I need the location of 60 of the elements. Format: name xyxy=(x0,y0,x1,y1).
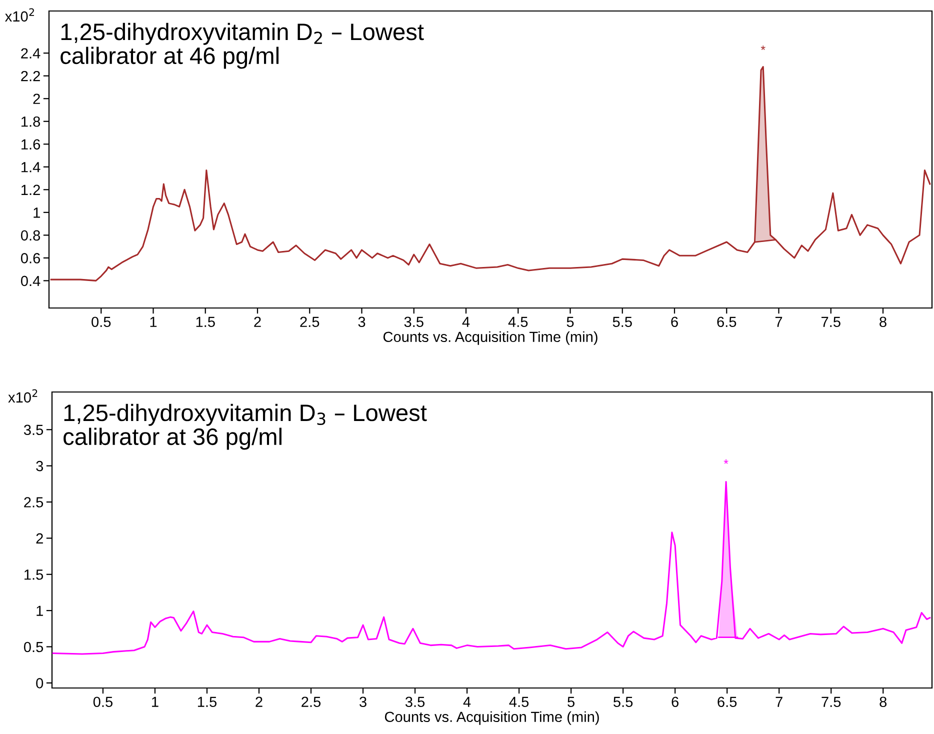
y-tick-label: 2 xyxy=(36,533,43,544)
x-tick-label: 6.5 xyxy=(718,696,737,708)
x-axis-title: Counts vs. Acquisition Time (min) xyxy=(383,331,598,345)
x-tick-label: 4.5 xyxy=(509,696,529,708)
chart-title: 1,25-dihydroxyvitamin D$_{2}$ – Lowest calibrator at 46 pg/ml xyxy=(60,22,424,69)
x-tick-label: 6.5 xyxy=(717,316,736,328)
annotation: * xyxy=(760,46,766,50)
x-tick-label: 7.5 xyxy=(821,316,840,328)
y-tick-label: 2.4 xyxy=(21,48,40,58)
x-tick-label: 3 xyxy=(358,316,366,328)
y-tick-label: 2.5 xyxy=(24,497,44,508)
annotation: * xyxy=(724,459,728,464)
x-tick-label: 5.5 xyxy=(612,316,632,328)
x-tick-label: 3.5 xyxy=(405,696,425,708)
y-tick-label: 0.5 xyxy=(24,642,44,652)
x-tick-label: 0.5 xyxy=(93,696,112,708)
y-tick-label: 0.4 xyxy=(20,276,40,286)
y-tick-label: 1.6 xyxy=(22,139,40,150)
y-tick-label: 2.2 xyxy=(21,70,40,82)
x-tick-label: 1 xyxy=(150,316,157,327)
x-tick-label: 2.5 xyxy=(300,316,320,328)
x-tick-label: 8 xyxy=(880,316,886,328)
text: x10$^{2}$ xyxy=(8,389,38,403)
x-tick-label: 2 xyxy=(254,316,261,327)
x-tick-label: 3.5 xyxy=(404,316,424,328)
x-tick-label: 5 xyxy=(568,696,574,708)
x-tick-label: 7 xyxy=(775,316,782,327)
x-tick-label: 1.5 xyxy=(196,316,215,328)
x-tick-label: 6 xyxy=(671,316,678,328)
x-tick-label: 0.5 xyxy=(92,316,111,328)
y-tick-label: 0.8 xyxy=(20,230,40,241)
x-tick-label: 2 xyxy=(256,696,262,707)
x-tick-label: 2.5 xyxy=(302,696,321,708)
y-tick-label: 2 xyxy=(33,94,40,104)
text: x10$^{2}$ xyxy=(5,8,34,22)
x-tick-label: 4.5 xyxy=(508,316,528,328)
x-tick-label: 7.5 xyxy=(822,696,841,708)
x-tick-label: 5.5 xyxy=(614,696,633,708)
x-tick-label: 6 xyxy=(672,696,678,708)
y-tick-label: 1 xyxy=(36,606,43,616)
y-tick-label: 1.2 xyxy=(22,184,40,195)
x-axis-title: Counts vs. Acquisition Time (min) xyxy=(384,711,599,725)
line-series xyxy=(52,480,931,655)
y-tick-label: 0.6 xyxy=(20,253,40,264)
y-tick-label: 1.4 xyxy=(22,162,40,172)
chart-title: 1,25-dihydroxyvitamin D$_{3}$ – Lowest calibrator at 36 pg/ml xyxy=(64,404,427,450)
x-tick-label: 5 xyxy=(566,316,574,328)
y-tick-label: 3 xyxy=(36,460,44,472)
x-tick-label: 4 xyxy=(463,696,471,707)
x-tick-label: 8 xyxy=(880,696,887,708)
x-tick-label: 3 xyxy=(360,696,366,708)
x-tick-label: 1 xyxy=(152,696,158,707)
y-tick-label: 0 xyxy=(36,678,44,688)
x-tick-label: 1.5 xyxy=(198,696,217,708)
y-tick-label: 1.8 xyxy=(22,116,40,127)
x-tick-label: 4 xyxy=(462,316,470,327)
y-tick-label: 3.5 xyxy=(24,424,44,436)
y-tick-label: 1 xyxy=(34,208,40,218)
y-tick-label: 1.5 xyxy=(24,570,44,580)
x-tick-label: 7 xyxy=(776,696,782,707)
